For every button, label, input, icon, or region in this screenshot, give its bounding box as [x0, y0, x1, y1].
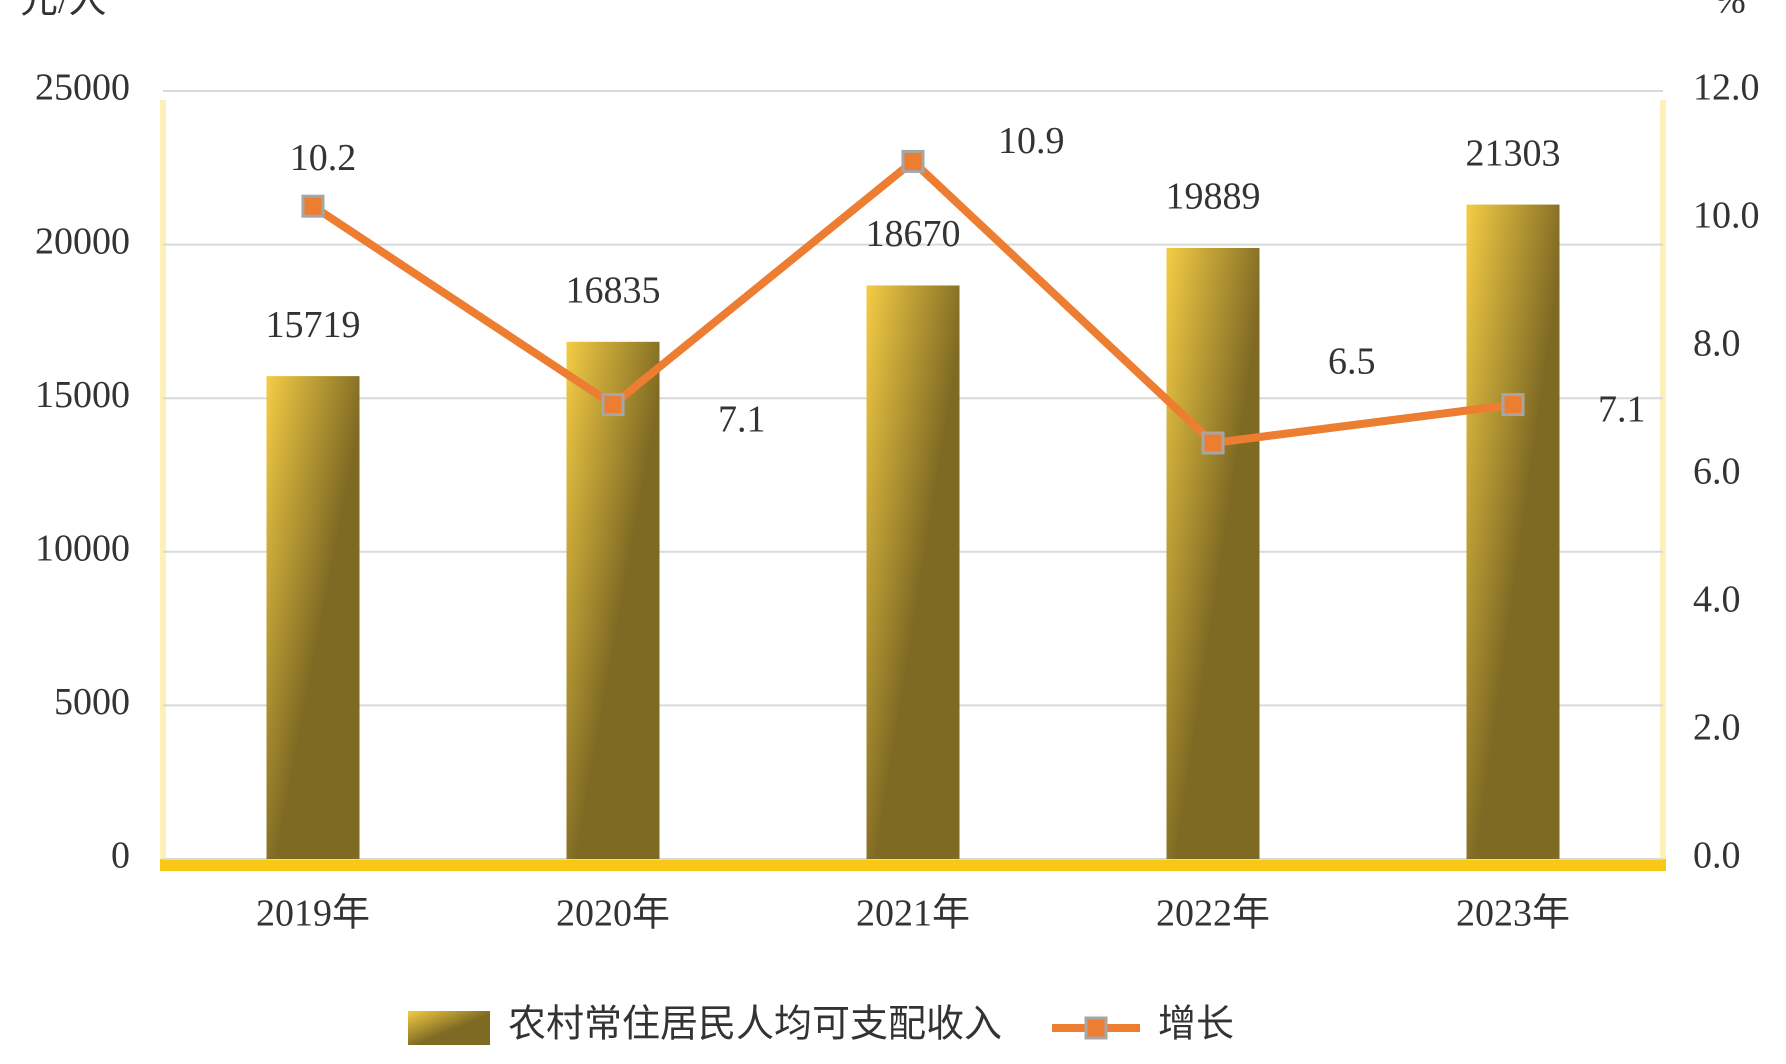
line-marker	[1501, 393, 1525, 417]
bar	[566, 341, 660, 859]
y-tick-label: 25000	[35, 67, 130, 109]
y2-axis-label: %	[1714, 0, 1746, 22]
y2-tick-label: 0.0	[1693, 835, 1741, 877]
plot-glow-right	[1660, 100, 1666, 860]
y2-tick-label: 6.0	[1693, 451, 1741, 493]
y-tick-label: 20000	[35, 220, 130, 262]
x-tick-label: 2022年	[1156, 893, 1270, 935]
line-marker	[901, 149, 925, 173]
legend-label: 农村常住居民人均可支配收入	[508, 1004, 1002, 1046]
legend-swatch	[408, 1011, 490, 1045]
y-tick-label: 10000	[35, 528, 130, 570]
y-tick-label: 0	[111, 835, 130, 877]
bar	[1466, 204, 1560, 859]
y2-tick-label: 2.0	[1693, 707, 1741, 749]
y-tick-label: 15000	[35, 374, 130, 416]
plot-base	[160, 859, 1666, 871]
line-value-label: 10.2	[290, 137, 357, 179]
y2-tick-label: 12.0	[1693, 67, 1760, 109]
line-marker	[1201, 431, 1225, 455]
plot-glow-left	[160, 100, 166, 860]
bar	[866, 285, 960, 859]
bar-value-label: 19889	[1166, 176, 1261, 218]
bar-value-label: 16835	[566, 270, 661, 312]
y-axis-label: 元/人	[20, 0, 107, 22]
x-tick-label: 2023年	[1456, 893, 1570, 935]
bar-value-label: 21303	[1466, 132, 1561, 174]
y2-tick-label: 8.0	[1693, 323, 1741, 365]
legend-swatch-marker	[1084, 1016, 1108, 1040]
legend-label: 增长	[1158, 1004, 1234, 1046]
x-tick-label: 2019年	[256, 893, 370, 935]
line-value-label: 7.1	[1598, 388, 1646, 430]
bar	[1166, 248, 1260, 860]
bar	[266, 376, 360, 859]
y-tick-label: 5000	[54, 681, 130, 723]
line-marker	[301, 194, 325, 218]
line-marker	[601, 393, 625, 417]
bar-value-label: 15719	[266, 304, 361, 346]
bar-value-label: 18670	[866, 213, 961, 255]
x-tick-label: 2020年	[556, 893, 670, 935]
x-tick-label: 2021年	[856, 893, 970, 935]
y2-tick-label: 4.0	[1693, 579, 1741, 621]
line-value-label: 6.5	[1328, 341, 1376, 383]
line-value-label: 10.9	[998, 120, 1065, 162]
y2-tick-label: 10.0	[1693, 195, 1760, 237]
line-value-label: 7.1	[718, 398, 766, 440]
